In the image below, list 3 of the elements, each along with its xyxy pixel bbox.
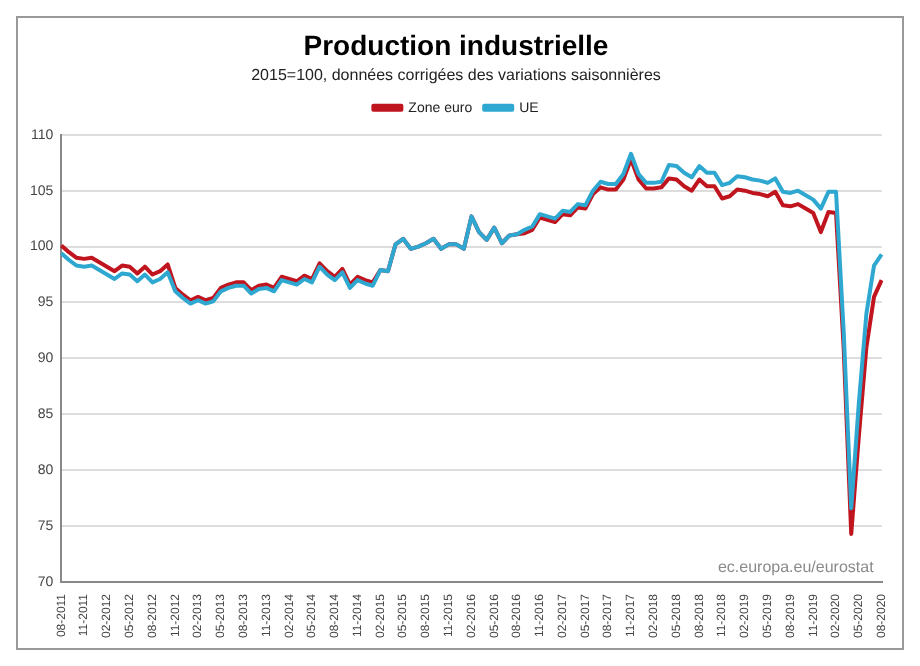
chart-subtitle: 2015=100, données corrigées des variations saisonnières bbox=[251, 65, 661, 84]
annotation: ec.europa.eu/eurostat bbox=[717, 558, 876, 577]
chart-title: Production industrielle bbox=[303, 28, 609, 61]
